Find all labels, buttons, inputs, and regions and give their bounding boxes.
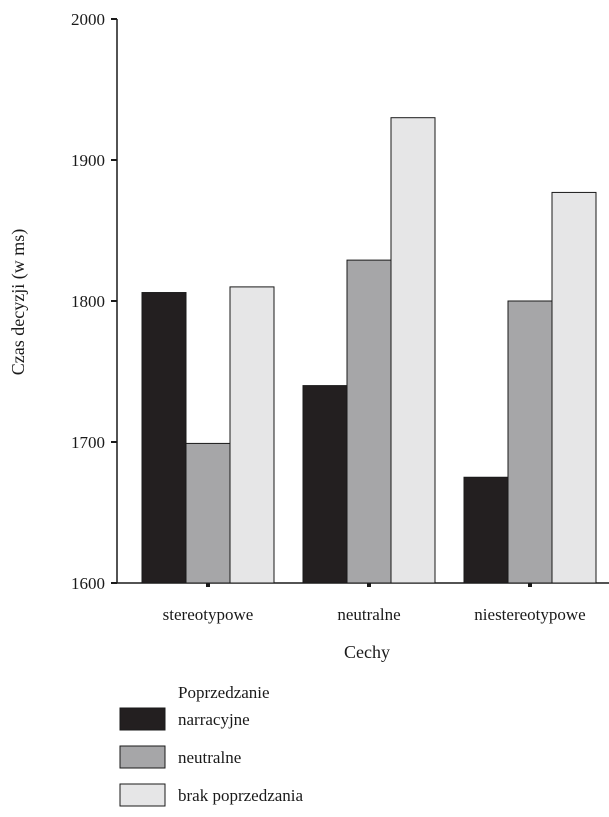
bar-2-3 — [507, 300, 553, 584]
legend-label: brak poprzedzania — [178, 786, 304, 805]
legend-swatch — [119, 707, 166, 731]
legend-swatch — [119, 745, 166, 769]
bar-2-1 — [185, 442, 231, 584]
bar-3-2 — [390, 117, 436, 584]
x-tick-mark — [367, 583, 371, 587]
x-tick-mark — [206, 583, 210, 587]
bar-1-1 — [141, 292, 187, 584]
y-tick-label: 1700 — [71, 433, 105, 452]
bar-3-3 — [551, 191, 597, 584]
y-tick-label: 1600 — [71, 574, 105, 593]
x-tick-mark — [528, 583, 532, 587]
x-category-label: niestereotypowe — [474, 605, 585, 624]
y-tick-label: 1900 — [71, 151, 105, 170]
y-tick-label: 1800 — [71, 292, 105, 311]
bar-3-1 — [229, 286, 275, 584]
bar-1-2 — [302, 385, 348, 584]
y-axis-title: Czas decyzji (w ms) — [8, 229, 29, 375]
x-category-label: stereotypowe — [163, 605, 254, 624]
x-axis-title: Cechy — [344, 642, 390, 662]
legend-label: narracyjne — [178, 710, 250, 729]
legend: narracyjne neutralne brak poprzedzania — [119, 707, 304, 807]
legend-label: neutralne — [178, 748, 241, 767]
legend-swatch — [119, 783, 166, 807]
bar-2-2 — [346, 259, 392, 584]
x-category-label: neutralne — [337, 605, 400, 624]
legend-title: Poprzedzanie — [178, 683, 270, 702]
plot-area: 1600 1700 1800 1900 2000 stereotypowe neutraln… — [71, 10, 609, 624]
bar-1-3 — [463, 476, 509, 584]
y-tick-label: 2000 — [71, 10, 105, 29]
